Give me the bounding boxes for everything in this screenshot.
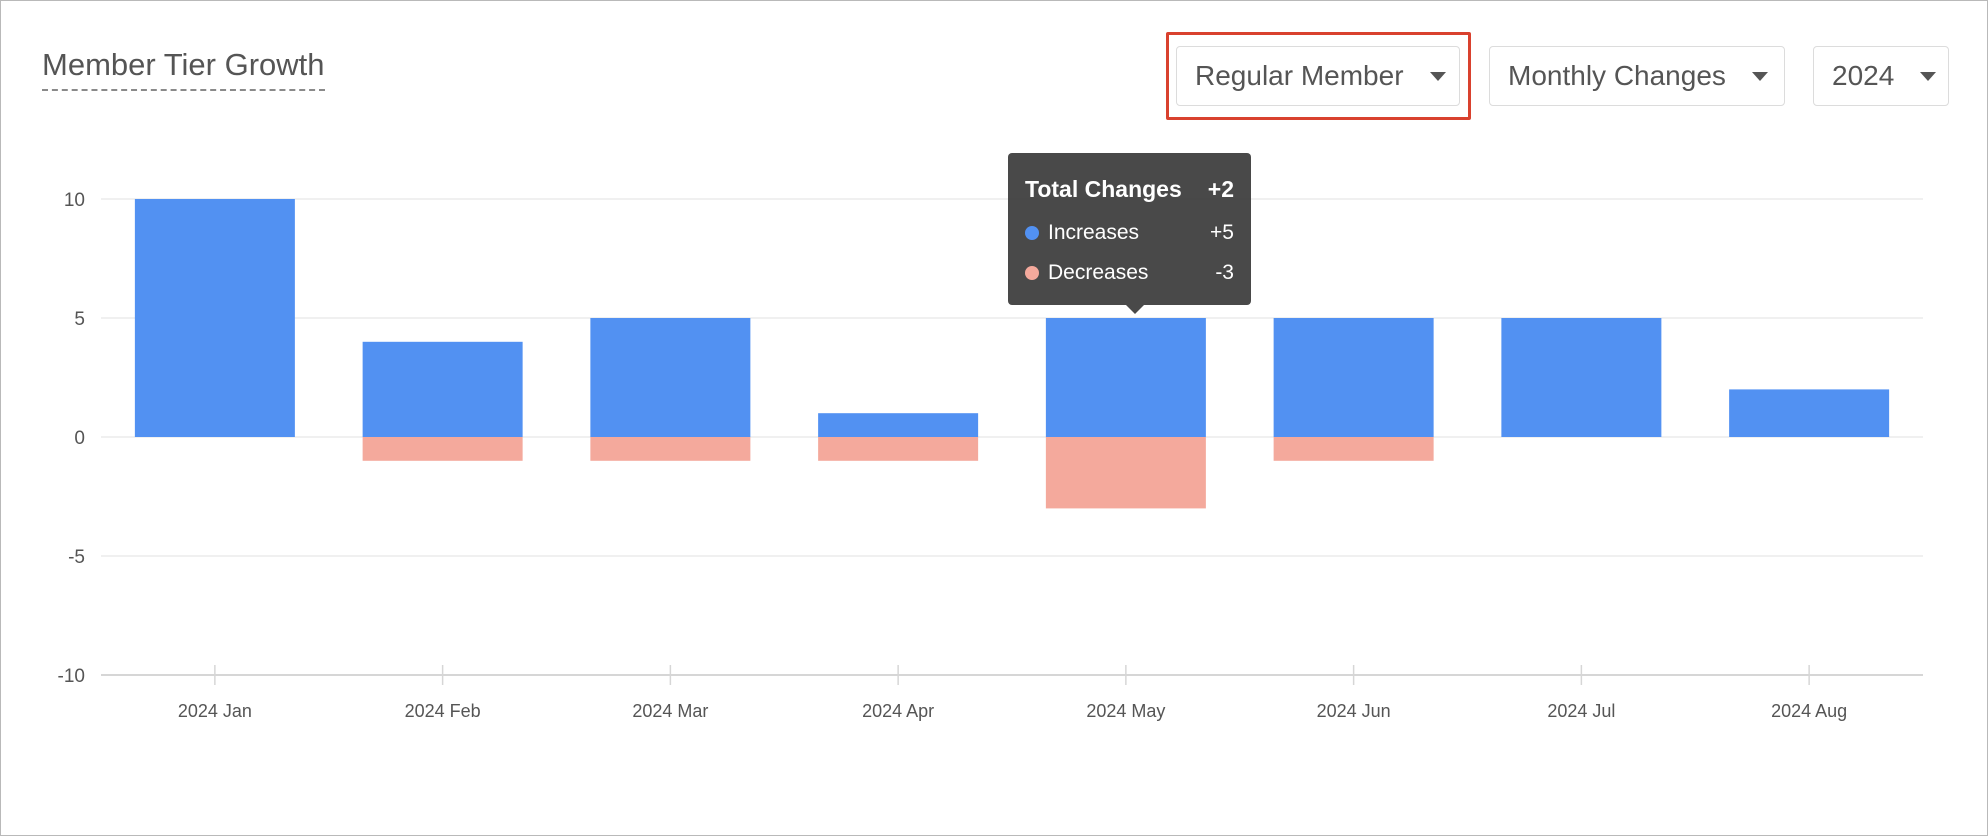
tooltip-decreases-label: Decreases [1048,261,1149,284]
tier-dropdown[interactable]: Regular Member [1176,46,1460,106]
tooltip-title: Total Changes [1025,175,1182,202]
x-tick-label: 2024 May [1086,701,1165,721]
x-tick-label: 2024 Mar [632,701,708,721]
tooltip-decreases-value: -3 [1215,261,1234,284]
bar-increase [818,413,979,437]
increase-dot-icon [1025,226,1039,240]
chevron-down-icon [1920,71,1937,81]
mode-dropdown-label: Monthly Changes [1508,60,1726,91]
bar-decrease [1273,437,1434,461]
x-tick-label: 2024 Jan [178,701,252,721]
y-tick-label: -5 [68,547,85,568]
chevron-down-icon [1429,71,1446,81]
bar-decrease [818,437,979,461]
y-tick-label: -10 [58,666,85,687]
y-tick-label: 5 [74,309,85,330]
chart-title: Member Tier Growth [42,45,325,91]
x-tick-label: 2024 Aug [1771,701,1847,721]
bar-decrease [590,437,751,461]
y-tick-label: 10 [64,190,85,211]
bar-decrease [1045,437,1206,509]
tooltip-increases-label: Increases [1048,221,1140,244]
bar-increase [1273,318,1434,437]
y-tick-label: 0 [74,428,85,449]
bar-decrease [362,437,523,461]
decrease-dot-icon [1025,266,1039,280]
x-tick-label: 2024 Apr [862,701,934,721]
tooltip-total: +2 [1207,175,1234,202]
bar-increase [362,341,523,437]
x-tick-label: 2024 Jul [1547,701,1615,721]
x-tick-label: 2024 Jun [1317,701,1391,721]
bar-increase [1045,318,1206,437]
tooltip-increases-value: +5 [1210,221,1234,244]
chevron-down-icon [1751,71,1768,81]
bar-increase [134,199,295,437]
chart-tooltip: Total Changes +2 Increases +5 Decreases … [1008,153,1251,314]
tier-dropdown-label: Regular Member [1195,60,1404,91]
mode-dropdown[interactable]: Monthly Changes [1489,46,1785,106]
x-tick-label: 2024 Feb [405,701,481,721]
bar-increase [590,318,751,437]
year-dropdown-label: 2024 [1832,60,1895,91]
year-dropdown[interactable]: 2024 [1813,46,1949,106]
bar-increase [1501,318,1662,437]
bar-increase [1729,389,1890,437]
